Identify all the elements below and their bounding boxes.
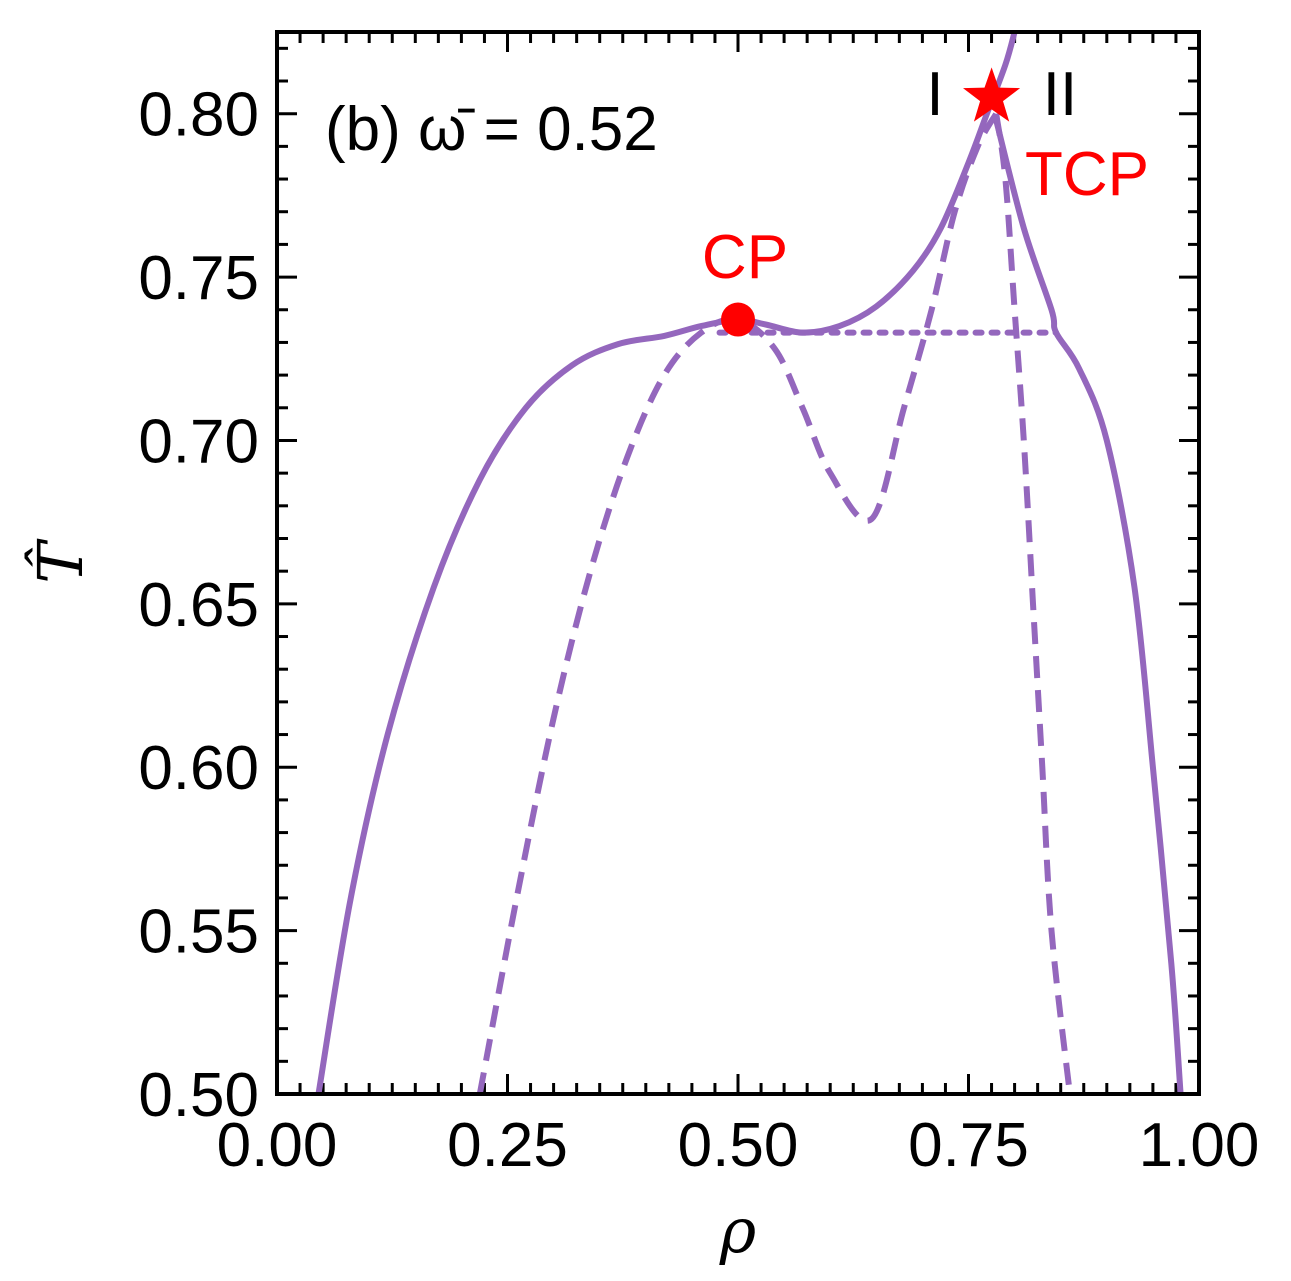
point-markers xyxy=(721,67,1021,337)
panel-label: (b) ω̄ = 0.52 xyxy=(325,95,658,164)
series-line-solid-0 xyxy=(315,32,1018,1094)
y-tick-label: 0.75 xyxy=(138,244,259,313)
x-axis-label: ρ xyxy=(719,1194,756,1267)
axis-tick-labels: 0.00 0.25 0.50 0.75 1.00 0.50 0.55 0.60 0.65 0.70… xyxy=(138,81,1259,1180)
series-line-solid-1 xyxy=(993,119,1184,1094)
x-tick-label: 0.75 xyxy=(908,1111,1029,1180)
series-line-dashed-3 xyxy=(993,113,1073,1094)
x-tick-label: 0.25 xyxy=(447,1111,568,1180)
x-tick-label: 1.00 xyxy=(1139,1111,1260,1180)
data-lines xyxy=(315,32,1184,1094)
region-label-ii: II xyxy=(1043,60,1077,129)
y-tick-label: 0.70 xyxy=(138,407,259,476)
region-label-i: I xyxy=(926,60,943,129)
y-tick-label: 0.55 xyxy=(138,898,259,967)
y-tick-label: 0.50 xyxy=(138,1061,259,1130)
x-tick-label: 0.00 xyxy=(217,1111,338,1180)
x-tick-label: 0.50 xyxy=(678,1111,799,1180)
y-tick-label: 0.60 xyxy=(138,734,259,803)
cp-label: CP xyxy=(702,223,788,292)
y-tick-label: 0.80 xyxy=(138,81,259,150)
tcp-label: TCP xyxy=(1025,140,1149,209)
plot-frame xyxy=(275,30,1201,1096)
tcp-star-marker xyxy=(963,67,1021,122)
y-tick-label: 0.65 xyxy=(138,571,259,640)
cp-marker xyxy=(721,302,755,337)
y-axis-label: T̂ xyxy=(24,538,97,584)
